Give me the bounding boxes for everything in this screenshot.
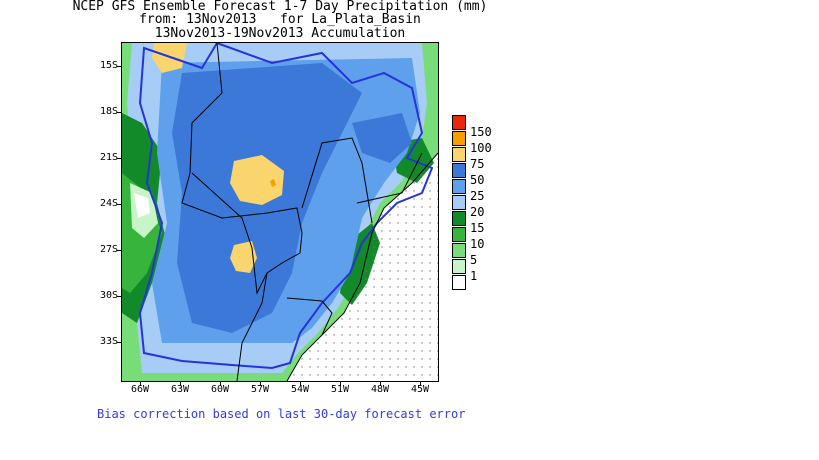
lat-tick	[117, 204, 121, 205]
basin-outline	[138, 43, 434, 370]
legend-swatch-150	[452, 115, 466, 130]
lat-label: 21S	[99, 152, 118, 163]
legend-label: 1	[470, 269, 478, 283]
legend-swatch-bottom	[452, 275, 466, 290]
legend-swatch-5	[452, 243, 466, 258]
lat-label: 30S	[99, 290, 118, 301]
lat-tick	[117, 342, 121, 343]
lon-tick	[140, 382, 141, 386]
lon-tick	[380, 382, 381, 386]
precip-region-75mm-center	[230, 155, 284, 205]
lat-tick	[117, 158, 121, 159]
lon-tick	[180, 382, 181, 386]
lon-tick	[220, 382, 221, 386]
lat-label: 18S	[99, 106, 118, 117]
country-borders	[181, 43, 423, 381]
legend-swatch-10	[452, 227, 466, 242]
precipitation-map	[121, 42, 439, 382]
map-subtitle-date: from: 13Nov2013 for La_Plata_Basin	[139, 12, 421, 27]
precip-region-75mm-north	[152, 43, 187, 73]
legend-label: 20	[470, 205, 485, 219]
lat-label: 24S	[99, 198, 118, 209]
legend-label: 100	[470, 141, 492, 155]
lon-tick	[420, 382, 421, 386]
lon-tick	[260, 382, 261, 386]
legend-swatch-50	[452, 163, 466, 178]
lon-label: 51W	[330, 384, 350, 395]
legend-swatch-20	[452, 195, 466, 210]
coastline	[286, 152, 438, 381]
legend-label: 5	[470, 253, 478, 267]
lon-tick	[340, 382, 341, 386]
lon-label: 63W	[170, 384, 190, 395]
precip-region-50mm-east	[352, 113, 412, 163]
legend-label: 10	[470, 237, 485, 251]
legend-label: 75	[470, 157, 485, 171]
map-subtitle-accumulation: 13Nov2013-19Nov2013 Accumulation	[154, 26, 406, 41]
lon-tick	[300, 382, 301, 386]
lat-label: 27S	[99, 244, 118, 255]
lon-label: 54W	[290, 384, 310, 395]
lon-label: 45W	[410, 384, 430, 395]
precip-region-100mm-center	[270, 179, 276, 187]
legend-label: 150	[470, 125, 492, 139]
legend-swatch-1	[452, 259, 466, 274]
lat-tick	[117, 250, 121, 251]
legend-swatch-75	[452, 147, 466, 162]
lat-tick	[117, 112, 121, 113]
legend-label: 25	[470, 189, 485, 203]
legend-label: 50	[470, 173, 485, 187]
legend-swatch-15	[452, 211, 466, 226]
lon-label: 60W	[210, 384, 230, 395]
lat-label: 33S	[99, 336, 118, 347]
legend-swatch-25	[452, 179, 466, 194]
lon-label: 66W	[130, 384, 150, 395]
bias-correction-note: Bias correction based on last 30-day for…	[97, 407, 466, 421]
precip-region-75mm-south	[230, 241, 257, 273]
legend-swatch-100	[452, 131, 466, 146]
legend-label: 15	[470, 221, 485, 235]
lat-tick	[117, 296, 121, 297]
map-title: NCEP GFS Ensemble Forecast 1-7 Day Preci…	[72, 0, 488, 14]
precip-region-none-west	[134, 193, 150, 218]
lon-label: 57W	[250, 384, 270, 395]
lon-label: 48W	[370, 384, 390, 395]
lat-tick	[117, 66, 121, 67]
precipitation-map-svg	[122, 43, 438, 381]
lat-label: 15S	[99, 60, 118, 71]
